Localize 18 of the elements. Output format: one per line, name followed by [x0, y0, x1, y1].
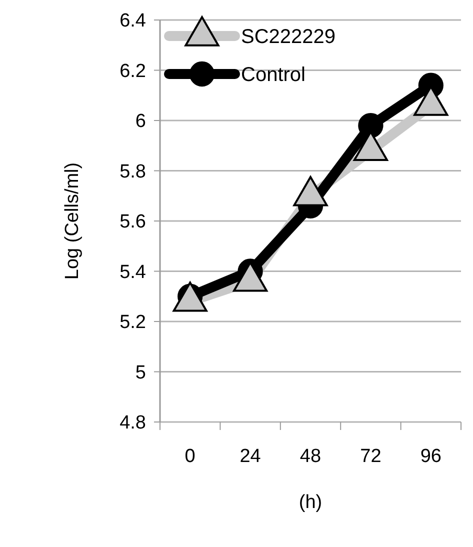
legend-label: Control [241, 64, 306, 86]
y-tick-label: 5.2 [120, 312, 146, 334]
legend-label: SC222229 [241, 26, 336, 48]
y-tick-label: 5.8 [120, 161, 146, 182]
y-tick-label: 5.4 [120, 262, 146, 283]
y-tick-label: 5.6 [120, 212, 146, 233]
y-axis-title: Log (Cells/ml) [62, 162, 83, 280]
y-tick-label: 6.2 [120, 60, 146, 82]
x-tick-label: 24 [240, 446, 262, 467]
y-tick-label: 6 [135, 111, 146, 132]
y-tick-label: 5 [135, 362, 146, 384]
x-tick-label: 72 [360, 446, 382, 467]
x-axis-title: (h) [298, 492, 322, 513]
x-tick-label: 0 [184, 446, 196, 467]
y-tick-label: 6.4 [120, 10, 146, 32]
x-tick-label: 96 [420, 446, 442, 467]
x-tick-label: 48 [300, 446, 322, 467]
y-tick-label: 4.8 [120, 412, 146, 434]
